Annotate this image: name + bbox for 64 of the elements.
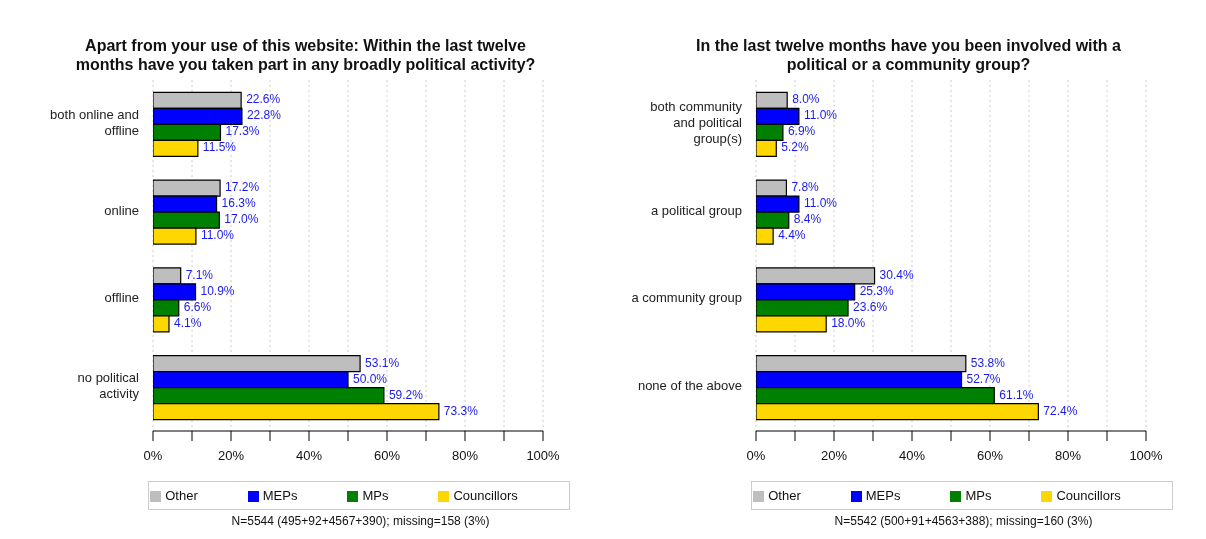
data-label: 22.8%	[246, 108, 282, 123]
x-tick-label: 20%	[217, 448, 245, 464]
legend-label: MPs	[362, 488, 389, 503]
data-label: 17.2%	[225, 180, 260, 195]
text: N=5544 (495+92+4567+390); missing=158 (3%)	[230, 514, 491, 528]
legend-label: Other	[768, 488, 801, 503]
x-tick-label: 100%	[526, 448, 561, 464]
legend-label: Councillors	[1056, 488, 1121, 503]
data-label: 53.8%	[970, 355, 1006, 370]
x-tick-label: 40%	[898, 448, 926, 464]
data-label: 7.8%	[791, 180, 820, 195]
x-tick-label: 80%	[1054, 448, 1082, 464]
data-label: 22.6%	[246, 92, 281, 107]
y-tick-label: online	[104, 203, 139, 219]
data-label: 8.0%	[792, 92, 820, 107]
data-label: 6.9%	[787, 124, 816, 139]
legend-label: Other	[165, 488, 198, 503]
text: N=5542 (500+91+4563+388); missing=160 (3%)	[833, 514, 1094, 528]
data-label: 53.1%	[365, 355, 400, 370]
data-label: 4.4%	[778, 228, 806, 243]
y-tick-label: a community group	[631, 290, 742, 306]
data-label: 11.5%	[202, 140, 237, 155]
x-tick-label: 60%	[976, 448, 1004, 464]
x-tick-label: 0%	[746, 448, 766, 464]
data-label: 6.6%	[183, 299, 212, 314]
data-label: 10.9%	[200, 283, 235, 298]
chart-title: Apart from your use of this website: Within the last twelve months have you taken part in any broadly political activity?	[74, 36, 537, 74]
data-label: 52.7%	[966, 371, 1001, 386]
data-label: 16.3%	[221, 196, 256, 211]
x-tick-label: 20%	[820, 448, 848, 464]
data-label: 30.4%	[879, 267, 914, 282]
data-label: 73.3%	[443, 403, 479, 418]
data-label: 11.0%	[803, 196, 838, 211]
data-label: 50.0%	[353, 371, 388, 386]
data-label: 11.0%	[200, 228, 235, 243]
y-tick-label: none of the above	[637, 378, 742, 394]
legend-label: Councillors	[453, 488, 518, 503]
data-label: 18.0%	[831, 315, 866, 330]
data-label: 11.0%	[803, 108, 838, 123]
data-label: 17.3%	[225, 124, 260, 139]
data-label: 8.4%	[793, 212, 822, 227]
y-tick-label: offline	[104, 290, 139, 306]
data-label: 4.1%	[173, 315, 202, 330]
x-tick-label: 40%	[295, 448, 323, 464]
legend-label: MEPs	[262, 488, 298, 503]
data-label: 61.1%	[999, 387, 1034, 402]
y-tick-label: both online and offline	[50, 107, 139, 139]
x-tick-label: 100%	[1129, 448, 1164, 464]
data-label: 5.2%	[781, 140, 809, 155]
y-tick-label: both community and political group(s)	[650, 99, 743, 147]
chart-title: In the last twelve months have you been involved with a political or a community group?	[695, 36, 1122, 74]
legend-label: MPs	[965, 488, 992, 503]
data-label: 23.6%	[853, 299, 888, 314]
data-label: 7.1%	[185, 267, 214, 282]
data-label: 25.3%	[859, 283, 895, 298]
legend-label: MEPs	[865, 488, 901, 503]
x-tick-label: 60%	[373, 448, 401, 464]
data-label: 72.4%	[1043, 403, 1078, 418]
x-tick-label: 80%	[451, 448, 479, 464]
x-tick-label: 0%	[143, 448, 163, 464]
data-label: 59.2%	[388, 387, 424, 402]
y-tick-label: a political group	[650, 203, 742, 219]
y-tick-label: no political activity	[77, 370, 140, 402]
data-label: 17.0%	[224, 212, 259, 227]
